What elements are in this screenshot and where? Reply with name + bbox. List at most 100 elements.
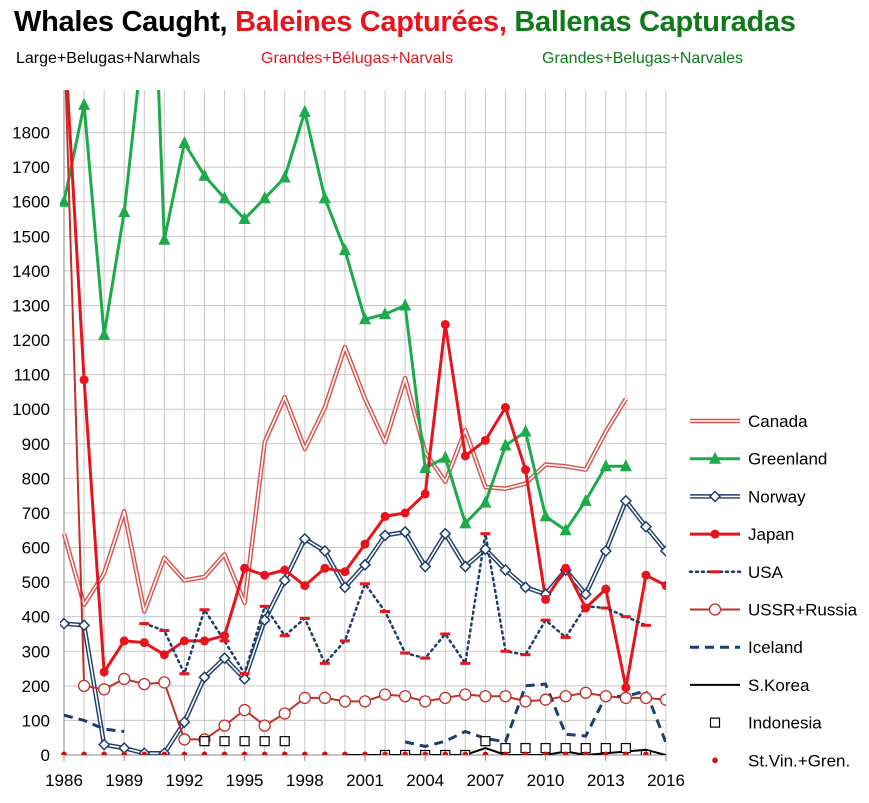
st-vin-gren-point [402, 751, 408, 755]
y-tick-label: 500 [22, 573, 50, 592]
greenland-point [459, 516, 472, 529]
norway-point [198, 671, 211, 684]
japan-point [561, 563, 571, 573]
legend-item-iceland: Iceland [690, 638, 803, 657]
subtitle-spanish: Grandes+Belugas+Narvales [542, 50, 744, 67]
ussr-russia-point [158, 676, 171, 689]
indonesia-point [500, 742, 511, 754]
st-vin-gren-point [81, 751, 87, 755]
japan-point [621, 683, 631, 693]
japan-point [119, 636, 129, 646]
st-vin-gren-point [342, 751, 348, 755]
st-vin-gren-point [603, 751, 609, 755]
ussr-russia-point [599, 690, 612, 703]
legend-label-norway: Norway [748, 487, 806, 506]
x-tick-label: 1995 [226, 771, 264, 790]
norway-point [338, 581, 351, 594]
x-tick-label: 2007 [466, 771, 504, 790]
st-vin-gren-point [362, 751, 368, 755]
st-vin-gren-point [181, 751, 188, 755]
st-vin-gren-point [382, 751, 388, 755]
norway-point [599, 544, 612, 558]
japan-point [79, 375, 89, 385]
legend-item-usa: USA [688, 563, 784, 582]
ussr-russia-point [398, 690, 412, 703]
japan-point [139, 638, 149, 648]
japan-point [601, 584, 611, 594]
greenland-point [379, 307, 392, 320]
greenland-point [278, 170, 291, 183]
japan-point [661, 581, 666, 591]
greenland-point [399, 298, 412, 311]
legend-marker-st-vin-gren [712, 757, 718, 764]
st-vin-gren-point [562, 751, 569, 755]
y-tick-label: 300 [22, 642, 50, 661]
japan-point [460, 451, 470, 461]
st-vin-gren-point [101, 751, 107, 755]
greenland-point [359, 312, 371, 325]
ussr-russia-point [378, 688, 392, 701]
st-vin-gren-point [482, 751, 489, 755]
ussr-russia-point [278, 707, 291, 720]
ussr-russia-point [218, 719, 231, 732]
norway-point [499, 563, 512, 577]
y-tick-label: 100 [22, 711, 50, 730]
greenland-point [218, 191, 231, 204]
st-vin-gren-point [161, 751, 168, 755]
norway-point [358, 558, 372, 571]
greenland-point [60, 194, 70, 207]
japan-point [300, 581, 310, 591]
st-vin-gren-point [643, 751, 649, 755]
greenland-point [198, 168, 211, 181]
greenland-point [158, 232, 171, 245]
indonesia-point [239, 736, 250, 747]
greenland-point [559, 523, 572, 536]
x-tick-label: 2013 [587, 771, 625, 790]
y-tick-label: 800 [22, 469, 50, 488]
japan-point [480, 435, 490, 445]
legend-item-s-korea: S.Korea [690, 676, 810, 695]
indonesia-point [540, 742, 551, 754]
st-vin-gren-point [462, 751, 469, 755]
x-tick-label: 2010 [527, 771, 565, 790]
y-tick-label: 1100 [13, 366, 50, 385]
legend-item-ussr-russia: USSR+Russia [690, 601, 858, 620]
st-vin-gren-point [221, 751, 228, 755]
y-tick-label: 1800 [12, 124, 50, 143]
legend-label-indonesia: Indonesia [748, 714, 822, 733]
subtitle-english: Large+Belugas+Narwhals [16, 50, 201, 67]
ussr-russia-point [639, 691, 653, 705]
legend-marker-norway [708, 490, 722, 503]
greenland-point [338, 243, 351, 256]
title-english: Whales Caught, [14, 6, 228, 38]
indonesia-point [520, 742, 531, 754]
legend-label-s-korea: S.Korea [748, 676, 810, 695]
greenland-line [62, 90, 626, 532]
ussr-russia-point [97, 683, 111, 696]
norway-point [218, 652, 231, 665]
canada-line-inner [63, 346, 627, 613]
norway-point [238, 672, 251, 685]
greenland-point [98, 327, 111, 340]
ussr-russia-point [419, 695, 432, 708]
ussr-russia-point [358, 695, 372, 708]
greenland-point [298, 104, 311, 117]
axes: 0 100 200 300 400 500 600 700 800 900 1000 1100 1200… [12, 90, 685, 790]
norway-point [298, 532, 311, 545]
legend-label-canada: Canada [748, 412, 808, 431]
japan-point [260, 570, 270, 580]
subtitle-french: Grandes+Bélugas+Narvals [261, 50, 454, 67]
indonesia-point [560, 742, 571, 754]
greenland-point [78, 97, 91, 110]
y-tick-label: 200 [22, 677, 50, 696]
greenland-point [539, 509, 552, 522]
markers-layer [60, 97, 666, 755]
y-tick-label: 0 [41, 746, 50, 765]
indonesia-point [480, 736, 491, 747]
norway-point [78, 619, 91, 632]
st-vin-gren-point [61, 751, 67, 755]
x-tick-label: 2016 [647, 771, 685, 790]
norway-point [579, 588, 592, 601]
japan-point [380, 511, 390, 521]
